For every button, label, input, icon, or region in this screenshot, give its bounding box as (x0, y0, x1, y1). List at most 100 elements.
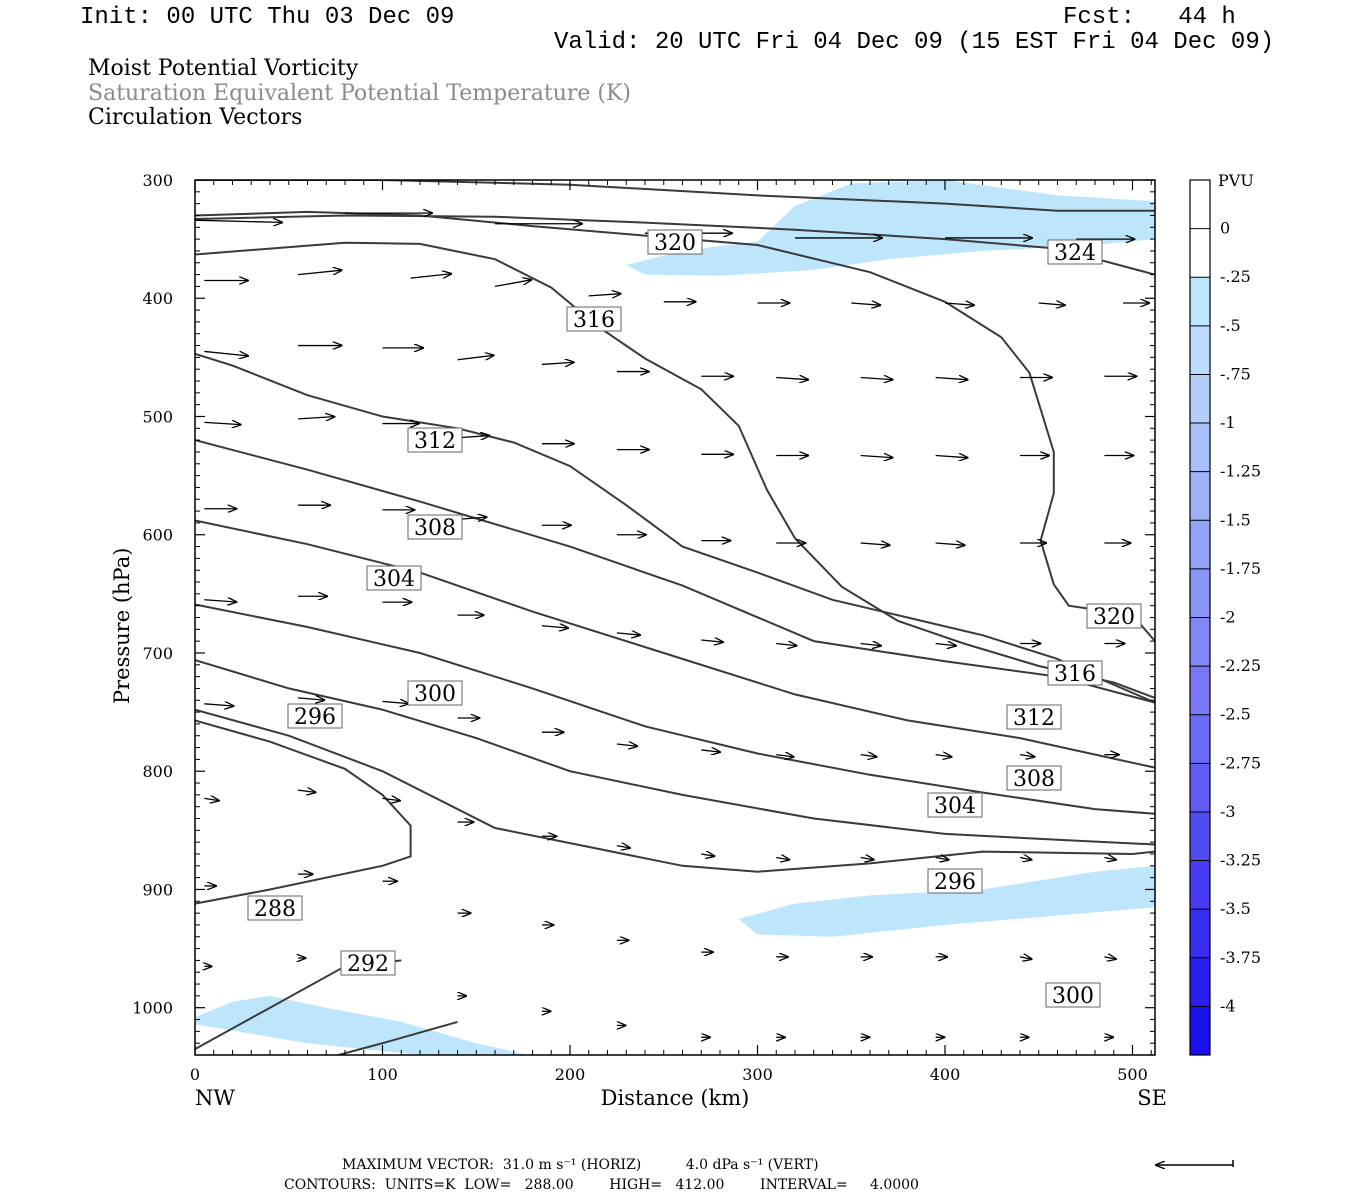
colorbar-swatch-3 (1190, 325, 1210, 375)
vector-arrow-94 (1104, 957, 1116, 959)
x-tick-label-400: 400 (930, 1065, 961, 1084)
y-tick-label-700: 700 (142, 644, 173, 663)
contour-line-300 (195, 708, 1155, 873)
contour-info: CONTOURS: UNITS=K LOW= 288.00 HIGH= 412.… (284, 1177, 919, 1193)
x-endpoint-right: SE (1137, 1086, 1167, 1110)
svg-text:312: 312 (1013, 706, 1055, 731)
colorbar-swatch-2 (1190, 277, 1210, 327)
x-tick-label-300: 300 (742, 1065, 773, 1084)
svg-text:288: 288 (254, 897, 296, 922)
vector-arrow-68 (935, 755, 952, 757)
field-title-vectors: Circulation Vectors (88, 105, 303, 130)
vector-arrow-2 (410, 274, 452, 279)
vector-arrow-26 (457, 436, 490, 438)
pv-region-2 (738, 865, 1155, 937)
vector-arrow-31 (860, 456, 893, 458)
vector-arrow-65 (701, 750, 720, 752)
contour-label-308a: 308 (407, 514, 463, 541)
svg-text:316: 316 (573, 308, 615, 333)
contour-label-312a: 312 (407, 427, 463, 454)
vector-arrow-4 (588, 294, 621, 296)
field-title-mpv: Moist Potential Vorticity (88, 56, 359, 81)
contour-line-320 (195, 352, 1155, 704)
colorbar-swatch-0 (1190, 180, 1210, 230)
pv-region-0 (626, 180, 1155, 276)
contour-label-layer: 320 324 316 312 308 304 320 316 300 296 … (247, 229, 1142, 1009)
init-time: Init: 00 UTC Thu 03 Dec 09 (80, 4, 455, 31)
vector-arrow-1 (298, 270, 342, 276)
contour-label-300b: 300 (1045, 982, 1101, 1009)
vector-arrow-64 (616, 744, 637, 746)
vector-arrow-79 (860, 858, 874, 860)
vector-arrow-23 (204, 422, 240, 424)
vector-arrow-59 (204, 704, 233, 706)
colorbar-label-1: -.25 (1220, 267, 1251, 286)
contour-label-308b: 308 (1006, 765, 1062, 792)
vector-arrow-8 (944, 303, 974, 305)
vector-arrow-81 (1019, 858, 1032, 860)
contour-label-300a: 300 (407, 680, 463, 707)
vector-arrow-14 (457, 355, 494, 359)
colorbar-swatch-7 (1190, 520, 1210, 570)
svg-text:320: 320 (1093, 605, 1135, 630)
vector-arrow-54 (776, 644, 796, 646)
svg-text:324: 324 (1054, 241, 1096, 266)
svg-text:308: 308 (1013, 767, 1055, 792)
contour-line-304 (195, 659, 1155, 846)
axes: 300 400 500 600 700 800 900 1000 0 100 200 300 400 50… (132, 171, 1155, 1084)
contour-label-296b: 296 (927, 868, 983, 895)
colorbar-label-5: -1.25 (1220, 462, 1261, 481)
colorbar-swatch-15 (1190, 909, 1210, 959)
svg-text:296: 296 (294, 705, 336, 730)
plot-frame (194, 179, 1156, 1056)
field-title-thetaes: Saturation Equivalent Potential Temperat… (88, 81, 631, 106)
x-tick-label-500: 500 (1117, 1065, 1148, 1084)
svg-text:320: 320 (654, 231, 696, 256)
vector-arrow-18 (776, 377, 808, 379)
vector-arrow-67 (860, 755, 877, 757)
vector-arrow-3 (494, 280, 531, 288)
colorbar-title: PVU (1218, 171, 1254, 190)
y-tick-label-600: 600 (142, 526, 173, 545)
vector-arrow-76 (616, 846, 630, 848)
contour-label-320a: 320 (647, 229, 703, 256)
colorbar-swatch-17 (1190, 1006, 1210, 1056)
colorbar-label-6: -1.5 (1220, 510, 1251, 529)
svg-text:312: 312 (414, 429, 456, 454)
vector-arrow-44 (935, 543, 965, 545)
forecast-hour: Fcst: 44 h (1063, 4, 1236, 31)
colorbar-swatch-8 (1190, 568, 1210, 618)
colorbar-label-14: -3.5 (1220, 899, 1251, 918)
colorbar-label-15: -3.75 (1220, 948, 1261, 967)
contour-line-328 (195, 210, 1155, 642)
vector-arrow-82 (1104, 858, 1116, 860)
contour-label-288: 288 (247, 895, 303, 922)
colorbar-swatch-6 (1190, 471, 1210, 521)
colorbar-swatch-11 (1190, 714, 1210, 764)
contour-line-336 (195, 214, 1155, 276)
contour-label-296a: 296 (287, 703, 343, 730)
colorbar-label-7: -1.75 (1220, 559, 1261, 578)
contour-line-312 (195, 519, 1155, 769)
svg-text:300: 300 (414, 682, 456, 707)
y-tick-label-300: 300 (142, 171, 173, 190)
colorbar-label-8: -2 (1220, 608, 1236, 627)
vector-arrow-73 (382, 798, 400, 800)
pv-region-1 (195, 995, 529, 1055)
x-endpoint-left: NW (195, 1086, 235, 1110)
colorbar-swatch-16 (1190, 957, 1210, 1007)
colorbar-swatch-10 (1190, 666, 1210, 716)
valid-time: Valid: 20 UTC Fri 04 Dec 09 (15 EST Fri … (554, 29, 1275, 56)
x-axis-label: Distance (km) (601, 1086, 750, 1110)
colorbar-label-11: -2.75 (1220, 753, 1261, 772)
vector-arrow-55 (860, 644, 881, 646)
vector-arrow-7 (851, 303, 880, 305)
svg-text:292: 292 (347, 952, 389, 977)
pv-shading-layer (195, 180, 1155, 1055)
contour-label-304b: 304 (927, 792, 983, 819)
contour-label-312b: 312 (1006, 704, 1062, 731)
contour-line-308 (195, 603, 1155, 815)
x-tick-label-0: 0 (190, 1065, 200, 1084)
vector-arrow-19 (860, 377, 893, 379)
vector-arrow-24 (298, 417, 334, 419)
